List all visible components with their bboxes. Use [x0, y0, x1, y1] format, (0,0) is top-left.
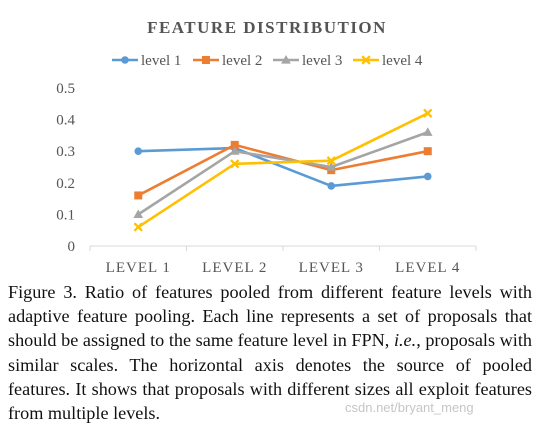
- legend-swatch-marker: [281, 55, 291, 64]
- series-line: [137, 131, 429, 216]
- legend-item: level 2: [193, 53, 262, 69]
- line-chart: FEATURE DISTRIBUTION level 1 level 2 level…: [56, 18, 477, 276]
- data-point: [423, 172, 432, 181]
- legend-label: level 3: [302, 53, 342, 69]
- data-point: [230, 159, 240, 169]
- data-point: [327, 182, 336, 190]
- chart-title: FEATURE DISTRIBUTION: [147, 18, 387, 37]
- y-tick-label: 0: [68, 239, 76, 255]
- data-point: [326, 162, 337, 171]
- data-point: [326, 156, 336, 166]
- data-point: [134, 191, 143, 200]
- caption-text-end: , proposals with similar scales. The hor…: [8, 330, 532, 424]
- y-tick-label: 0.4: [56, 113, 75, 129]
- series-level-4: [133, 108, 433, 232]
- series-line: [138, 146, 428, 188]
- x-tick-label: LEVEL 2: [202, 260, 267, 276]
- chart-legend: level 1 level 2 level 3 level 4: [112, 53, 423, 69]
- legend-item: level 3: [273, 53, 342, 69]
- data-point: [134, 147, 143, 155]
- series-level-3: [133, 127, 433, 218]
- series-line: [137, 143, 429, 197]
- series-level-1: [134, 144, 432, 190]
- caption-text: Figure 3. Ratio of features pooled from …: [8, 282, 532, 351]
- y-tick-label: 0.3: [56, 144, 75, 160]
- y-tick-label: 0.1: [56, 207, 75, 223]
- legend-label: level 1: [141, 53, 181, 69]
- figure-caption: Figure 3. Ratio of features pooled from …: [8, 280, 532, 425]
- data-point: [422, 127, 433, 136]
- data-point: [230, 140, 239, 149]
- legend-label: level 2: [222, 53, 262, 69]
- data-point: [229, 146, 240, 155]
- data-point: [133, 209, 144, 218]
- legend-swatch-marker: [361, 55, 371, 65]
- watermark: csdn.net/bryant_meng: [345, 400, 474, 415]
- plot-area: [133, 108, 433, 232]
- y-tick-label: 0.2: [56, 176, 75, 192]
- y-axis: 0 0.1 0.2 0.3 0.4 0.5: [56, 81, 75, 255]
- x-tick-label: LEVEL 3: [299, 260, 364, 276]
- x-tick-label: LEVEL 4: [395, 260, 460, 276]
- caption-emphasis: i.e.: [393, 330, 417, 351]
- legend-item: level 1: [112, 53, 181, 69]
- legend-swatch-marker: [202, 56, 210, 64]
- y-tick-label: 0.5: [56, 81, 75, 97]
- data-point: [423, 147, 432, 156]
- data-point: [133, 222, 143, 232]
- legend-item: level 4: [353, 53, 423, 69]
- series-line: [137, 112, 429, 229]
- x-tick-label: LEVEL 1: [106, 260, 171, 276]
- x-axis: LEVEL 1 LEVEL 2 LEVEL 3 LEVEL 4: [89, 245, 477, 276]
- legend-swatch-marker: [121, 56, 129, 64]
- data-point: [423, 108, 433, 118]
- legend-label: level 4: [382, 53, 423, 69]
